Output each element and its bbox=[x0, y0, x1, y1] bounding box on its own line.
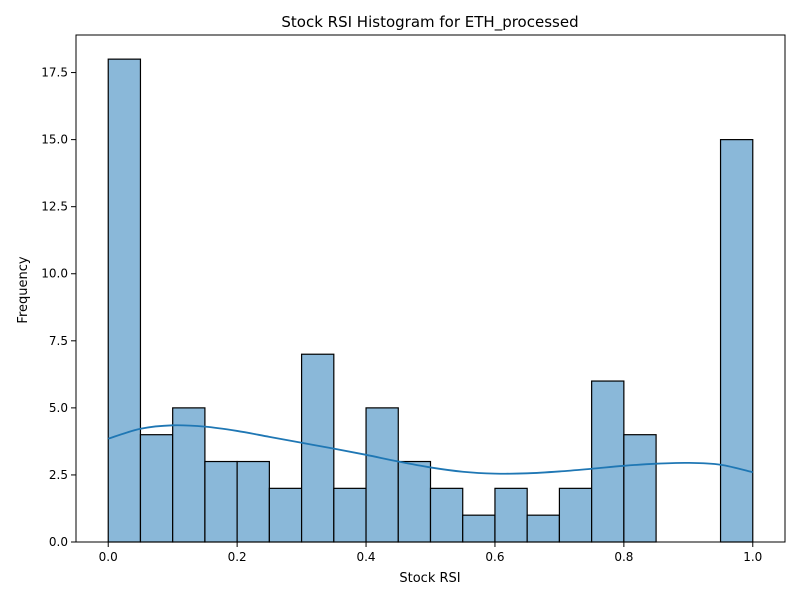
x-axis-label: Stock RSI bbox=[399, 571, 460, 586]
y-tick-label-2: 5.0 bbox=[49, 401, 68, 415]
y-tick-label-0: 0.0 bbox=[49, 535, 68, 549]
kde-layer bbox=[107, 424, 753, 475]
x-tick-label-0: 0.0 bbox=[99, 550, 118, 564]
x-tick-label-5: 1.0 bbox=[743, 550, 762, 564]
histogram-bar-2 bbox=[172, 407, 206, 543]
histogram-bar-13 bbox=[526, 514, 561, 543]
chart-title: Stock RSI Histogram for ETH_processed bbox=[281, 13, 578, 32]
axes-frame bbox=[75, 34, 786, 543]
histogram-bar-12 bbox=[494, 487, 528, 543]
x-tick-label-1: 0.2 bbox=[228, 550, 247, 564]
histogram-bar-9 bbox=[397, 460, 432, 543]
histogram-bar-8 bbox=[365, 407, 399, 543]
y-tick-label-7: 17.5 bbox=[41, 66, 68, 80]
y-tick-label-1: 2.5 bbox=[49, 468, 68, 482]
histogram-bar-11 bbox=[462, 514, 496, 543]
histogram-bar-7 bbox=[333, 487, 367, 543]
histogram-bar-1 bbox=[139, 434, 174, 543]
histogram-bar-0 bbox=[107, 58, 142, 543]
histogram-bar-16 bbox=[623, 434, 657, 543]
y-tick-label-5: 12.5 bbox=[41, 200, 68, 214]
histogram-bar-15 bbox=[591, 380, 625, 543]
bars-layer bbox=[107, 58, 754, 543]
y-tick-label-4: 10.0 bbox=[41, 267, 68, 281]
histogram-bar-3 bbox=[204, 460, 238, 543]
histogram-bar-4 bbox=[236, 460, 270, 543]
histogram-bar-10 bbox=[429, 487, 464, 543]
axes-layer bbox=[75, 34, 786, 543]
y-tick-label-3: 7.5 bbox=[49, 334, 68, 348]
y-axis-label: Frequency bbox=[16, 256, 31, 323]
x-tick-label-4: 0.8 bbox=[614, 550, 633, 564]
histogram-bar-5 bbox=[268, 487, 303, 543]
histogram-bar-14 bbox=[558, 487, 593, 543]
y-ticks: 0.0 2.5 5.0 7.5 10.0 12.5 15.0 17.5 bbox=[41, 66, 76, 549]
y-tick-label-6: 15.0 bbox=[41, 133, 68, 147]
x-tick-label-3: 0.6 bbox=[485, 550, 504, 564]
x-tick-label-2: 0.4 bbox=[356, 550, 375, 564]
histogram-bar-19 bbox=[719, 139, 754, 543]
x-ticks: 0.0 0.2 0.4 0.6 0.8 1.0 bbox=[99, 542, 762, 564]
kde-curve bbox=[107, 424, 753, 475]
